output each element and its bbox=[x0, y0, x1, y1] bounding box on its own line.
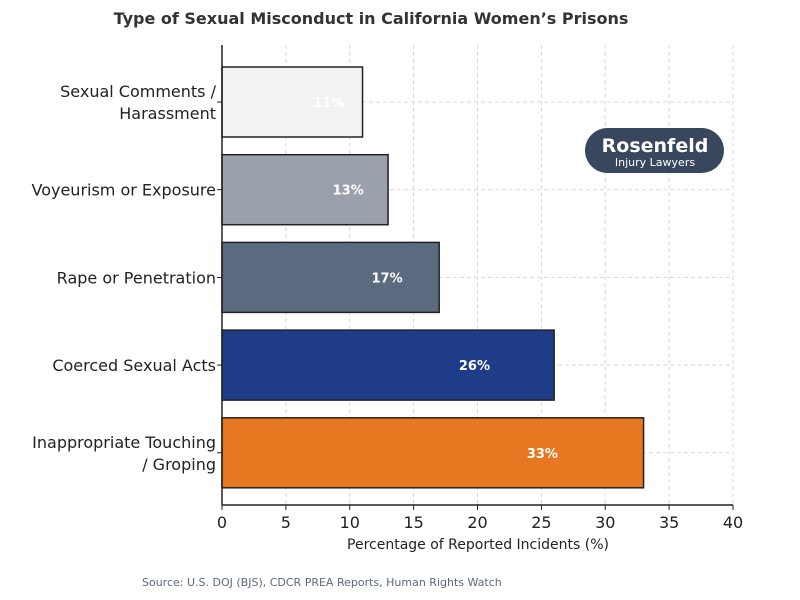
data-label: 17% bbox=[371, 271, 402, 286]
category-label: Voyeurism or Exposure bbox=[32, 181, 217, 200]
category-label: / Groping bbox=[142, 455, 216, 474]
category-label: Inappropriate Touching bbox=[32, 433, 216, 452]
chart-title: Type of Sexual Misconduct in California … bbox=[114, 9, 629, 28]
x-tick-label: 15 bbox=[403, 513, 423, 532]
data-label: 13% bbox=[333, 184, 364, 199]
category-label: Rape or Penetration bbox=[57, 268, 216, 287]
source-note: Source: U.S. DOJ (BJS), CDCR PREA Report… bbox=[142, 576, 502, 589]
category-label: Harassment bbox=[119, 104, 216, 123]
bar bbox=[221, 66, 364, 138]
x-tick-label: 0 bbox=[217, 513, 227, 532]
data-label: 26% bbox=[459, 359, 490, 374]
x-tick-label: 35 bbox=[659, 513, 679, 532]
category-label: Sexual Comments / bbox=[60, 82, 216, 101]
data-label: 11% bbox=[313, 96, 344, 111]
bar bbox=[221, 329, 555, 401]
bar bbox=[221, 241, 440, 314]
x-axis-label: Percentage of Reported Incidents (%) bbox=[347, 537, 609, 553]
x-tick-label: 10 bbox=[340, 513, 360, 532]
x-tick-label: 5 bbox=[281, 513, 291, 532]
logo-line2: Injury Lawyers bbox=[615, 156, 695, 169]
category-label: Coerced Sexual Acts bbox=[52, 356, 216, 375]
logo-line1: Rosenfeld bbox=[602, 135, 709, 157]
x-tick-label: 25 bbox=[531, 513, 551, 532]
x-tick-label: 20 bbox=[467, 513, 487, 532]
x-tick-label: 30 bbox=[595, 513, 615, 532]
axes: 0 5 10 15 20 25 30 35 40 Sexual Comments / Harassm… bbox=[32, 45, 743, 532]
x-tick-label: 40 bbox=[723, 513, 743, 532]
bar bbox=[221, 417, 645, 489]
logo: Rosenfeld Injury Lawyers bbox=[585, 128, 724, 173]
data-label: 33% bbox=[527, 447, 558, 462]
